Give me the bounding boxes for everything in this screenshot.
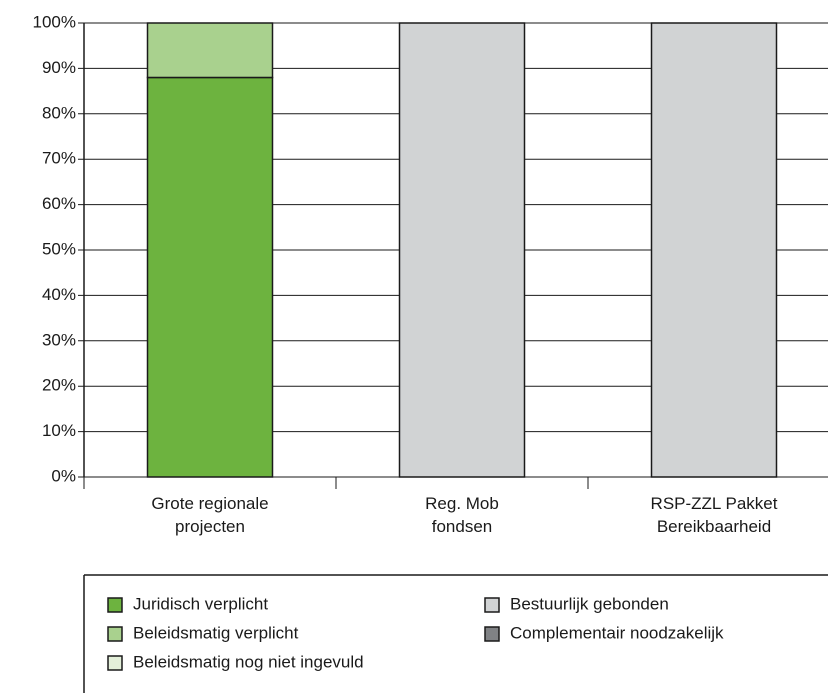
- legend-label: Beleidsmatig nog niet ingevuld: [133, 652, 364, 671]
- bar-segment: [398, 22, 526, 478]
- legend-label: Bestuurlijk gebonden: [510, 594, 669, 613]
- bar-segment: [146, 76, 274, 478]
- bar-segment: [146, 22, 274, 79]
- y-tick-label: 20%: [42, 376, 76, 395]
- legend-label: Juridisch verplicht: [133, 594, 268, 613]
- y-tick-label: 70%: [42, 149, 76, 168]
- legend-swatch: [107, 626, 123, 642]
- y-tick-label: 50%: [42, 239, 76, 258]
- legend-swatch: [107, 655, 123, 671]
- legend-swatch: [484, 597, 500, 613]
- legend-swatch: [107, 597, 123, 613]
- legend-label: Complementair noodzakelijk: [510, 623, 724, 642]
- bar-segment: [650, 22, 778, 478]
- x-tick-label-line: RSP-ZZL Pakket: [651, 494, 778, 513]
- y-tick-label: 40%: [42, 285, 76, 304]
- y-tick-label: 90%: [42, 58, 76, 77]
- legend-label: Beleidsmatig verplicht: [133, 623, 299, 642]
- legend-box: [83, 574, 828, 693]
- x-tick-label: Reg. Mob fondsen: [425, 494, 499, 536]
- x-tick-label-line: Bereikbaarheid: [657, 517, 771, 536]
- y-tick-label: 80%: [42, 103, 76, 122]
- y-tick-label: 100%: [33, 12, 76, 31]
- x-tick-label-line: fondsen: [432, 517, 493, 536]
- x-tick-label: RSP-ZZL Pakket Bereikbaarheid: [651, 494, 778, 536]
- y-tick-label: 0%: [51, 466, 76, 485]
- y-tick-label: 10%: [42, 421, 76, 440]
- y-tick-label: 30%: [42, 330, 76, 349]
- x-tick-label-line: projecten: [175, 517, 245, 536]
- legend-swatch: [484, 626, 500, 642]
- x-tick-label-line: Reg. Mob: [425, 494, 499, 513]
- x-tick-label-line: Grote regionale: [151, 494, 268, 513]
- x-tick-label: Grote regionale projecten: [151, 494, 268, 536]
- y-tick-label: 60%: [42, 194, 76, 213]
